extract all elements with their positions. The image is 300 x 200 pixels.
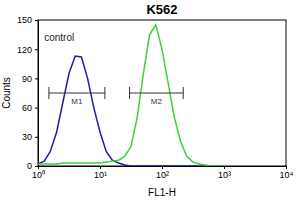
x-tick-mark: [162, 166, 163, 169]
x-tick: 10¹: [94, 166, 107, 180]
gate-end: [48, 87, 49, 99]
y-tick-label: 90: [22, 74, 32, 84]
histogram-line: [38, 25, 224, 166]
gate-bar: [130, 93, 184, 94]
x-axis-line: [39, 167, 287, 170]
x-tick-mark: [286, 166, 287, 169]
y-tick-mark: [35, 49, 38, 50]
x-tick-mark: [100, 166, 101, 169]
x-axis-title: FL1-H: [148, 187, 176, 198]
y-tick: 120: [17, 45, 38, 55]
y-tick-label: 120: [17, 45, 32, 55]
chart: K562 10⁰ 10¹ 10² 10³ 10⁴ 0 30 60 90 120 150 FL1-H Cou…: [0, 0, 300, 200]
gate-end: [104, 87, 105, 99]
y-tick-label: 30: [22, 132, 32, 142]
x-tick: 10⁴: [280, 166, 294, 180]
y-tick-mark: [35, 20, 38, 21]
gate-bar: [49, 93, 105, 94]
x-tick-label: 10⁴: [280, 170, 294, 180]
title: K562: [146, 2, 177, 17]
y-tick-label: 0: [27, 161, 32, 171]
gate-label: M1: [71, 97, 83, 106]
y-tick: 0: [27, 161, 38, 171]
y-tick-mark: [35, 108, 38, 109]
y-tick: 150: [17, 15, 38, 25]
y-axis-title: Counts: [1, 77, 12, 109]
histogram-line: [38, 56, 224, 166]
y-tick-label: 150: [17, 15, 32, 25]
y-tick: 30: [22, 132, 38, 142]
y-tick-mark: [35, 137, 38, 138]
x-tick-mark: [224, 166, 225, 169]
y-axis: 0 30 60 90 120 150: [17, 15, 39, 171]
plot-area: [38, 25, 224, 166]
gate-end: [183, 87, 184, 99]
y-axis-line: [35, 21, 39, 167]
gate: M1: [49, 87, 105, 106]
y-tick-mark: [35, 166, 38, 167]
annotation: control: [44, 32, 74, 43]
gate: M2: [130, 87, 184, 106]
x-tick-label: 10⁰: [32, 170, 45, 180]
x-tick-label: 10³: [218, 170, 231, 180]
x-tick: 10⁰: [32, 166, 45, 180]
x-tick-label: 10¹: [94, 170, 107, 180]
gate-end: [129, 87, 130, 99]
y-tick-mark: [35, 78, 38, 79]
y-tick: 90: [22, 74, 38, 84]
x-tick-label: 10²: [156, 170, 169, 180]
x-tick: 10²: [156, 166, 169, 180]
y-tick: 60: [22, 103, 38, 113]
plot-frame: [38, 20, 286, 166]
gate-label: M2: [151, 97, 163, 106]
x-axis: 10⁰ 10¹ 10² 10³ 10⁴: [32, 166, 294, 180]
y-tick-label: 60: [22, 103, 32, 113]
x-tick: 10³: [218, 166, 231, 180]
